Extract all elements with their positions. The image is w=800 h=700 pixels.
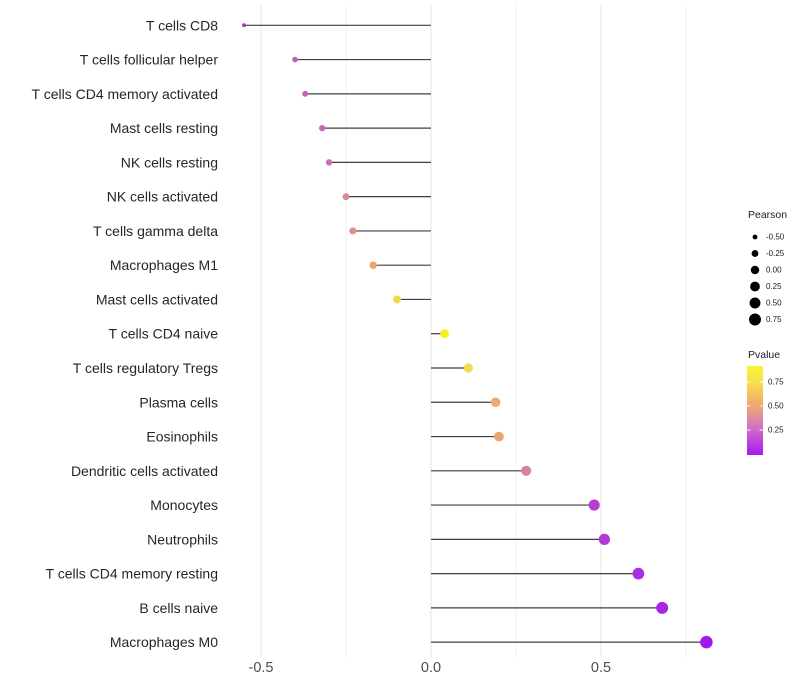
- y-axis-label: Monocytes: [150, 497, 218, 513]
- lollipop-dot: [521, 465, 532, 476]
- x-axis-tick-label: 0.0: [421, 660, 441, 676]
- size-legend-label: 0.75: [766, 315, 782, 324]
- y-axis-label: T cells CD4 naive: [109, 326, 219, 342]
- size-legend-dot: [750, 281, 760, 292]
- lollipop-dot: [319, 124, 326, 132]
- lollipop-dot: [342, 193, 350, 201]
- lollipop-dot: [292, 56, 298, 63]
- color-legend-title: Pvalue: [748, 349, 780, 361]
- size-legend-label: 0.25: [766, 282, 782, 291]
- y-axis-label: Dendritic cells activated: [71, 463, 218, 479]
- y-axis-label: T cells CD4 memory resting: [46, 566, 218, 582]
- lollipop-dot: [656, 601, 669, 614]
- y-axis-label: Macrophages M0: [110, 634, 218, 650]
- y-axis-label: Mast cells resting: [110, 120, 218, 136]
- color-legend-gradient-bar: [747, 366, 763, 455]
- y-axis-label: NK cells resting: [121, 154, 218, 170]
- size-legend-label: 0.00: [766, 266, 782, 275]
- lollipop-dot: [598, 533, 611, 545]
- lollipop-dot: [349, 227, 357, 235]
- lollipop-dot: [490, 397, 501, 408]
- y-axis-label: Mast cells activated: [96, 291, 218, 307]
- y-axis-label: T cells CD4 memory activated: [32, 86, 218, 102]
- lollipop-dot: [440, 329, 449, 339]
- lollipop-dot: [302, 90, 309, 97]
- color-legend-tick-label: 0.75: [768, 378, 784, 387]
- size-legend-dot: [752, 234, 758, 240]
- lollipop-dot: [393, 295, 401, 304]
- lollipop-dot: [242, 23, 246, 28]
- lollipop-dot: [588, 499, 600, 511]
- size-legend-dot: [749, 297, 761, 309]
- size-legend-dot: [750, 265, 760, 275]
- y-axis-label: Eosinophils: [146, 429, 218, 445]
- size-legend-dot: [749, 313, 761, 326]
- y-axis-label: B cells naive: [139, 600, 218, 616]
- lollipop-dot: [369, 261, 377, 269]
- y-axis-label: T cells gamma delta: [93, 223, 218, 239]
- lollipop-dot: [632, 567, 645, 580]
- size-legend-title: Pearson: [748, 209, 787, 221]
- lollipop-dot: [463, 363, 473, 373]
- y-axis-label: T cells regulatory Tregs: [73, 360, 218, 376]
- lollipop-dot: [700, 635, 713, 649]
- y-axis-label: Plasma cells: [139, 394, 218, 410]
- size-legend-label: -0.25: [766, 249, 785, 258]
- y-axis-label: NK cells activated: [107, 189, 218, 205]
- lollipop-dot: [325, 159, 333, 166]
- color-legend-tick-label: 0.50: [768, 402, 784, 411]
- size-legend-dot: [751, 250, 759, 257]
- size-legend-label: -0.50: [766, 233, 785, 242]
- color-legend-tick-label: 0.25: [768, 426, 784, 435]
- y-axis-label: T cells CD8: [146, 17, 218, 33]
- x-axis-tick-label: -0.5: [249, 660, 274, 676]
- y-axis-label: Neutrophils: [147, 531, 218, 547]
- lollipop-dot: [494, 431, 504, 442]
- size-legend-label: 0.50: [766, 299, 782, 308]
- y-axis-label: Macrophages M1: [110, 257, 218, 273]
- y-axis-label: T cells follicular helper: [80, 52, 219, 68]
- x-axis-tick-label: 0.5: [591, 660, 611, 676]
